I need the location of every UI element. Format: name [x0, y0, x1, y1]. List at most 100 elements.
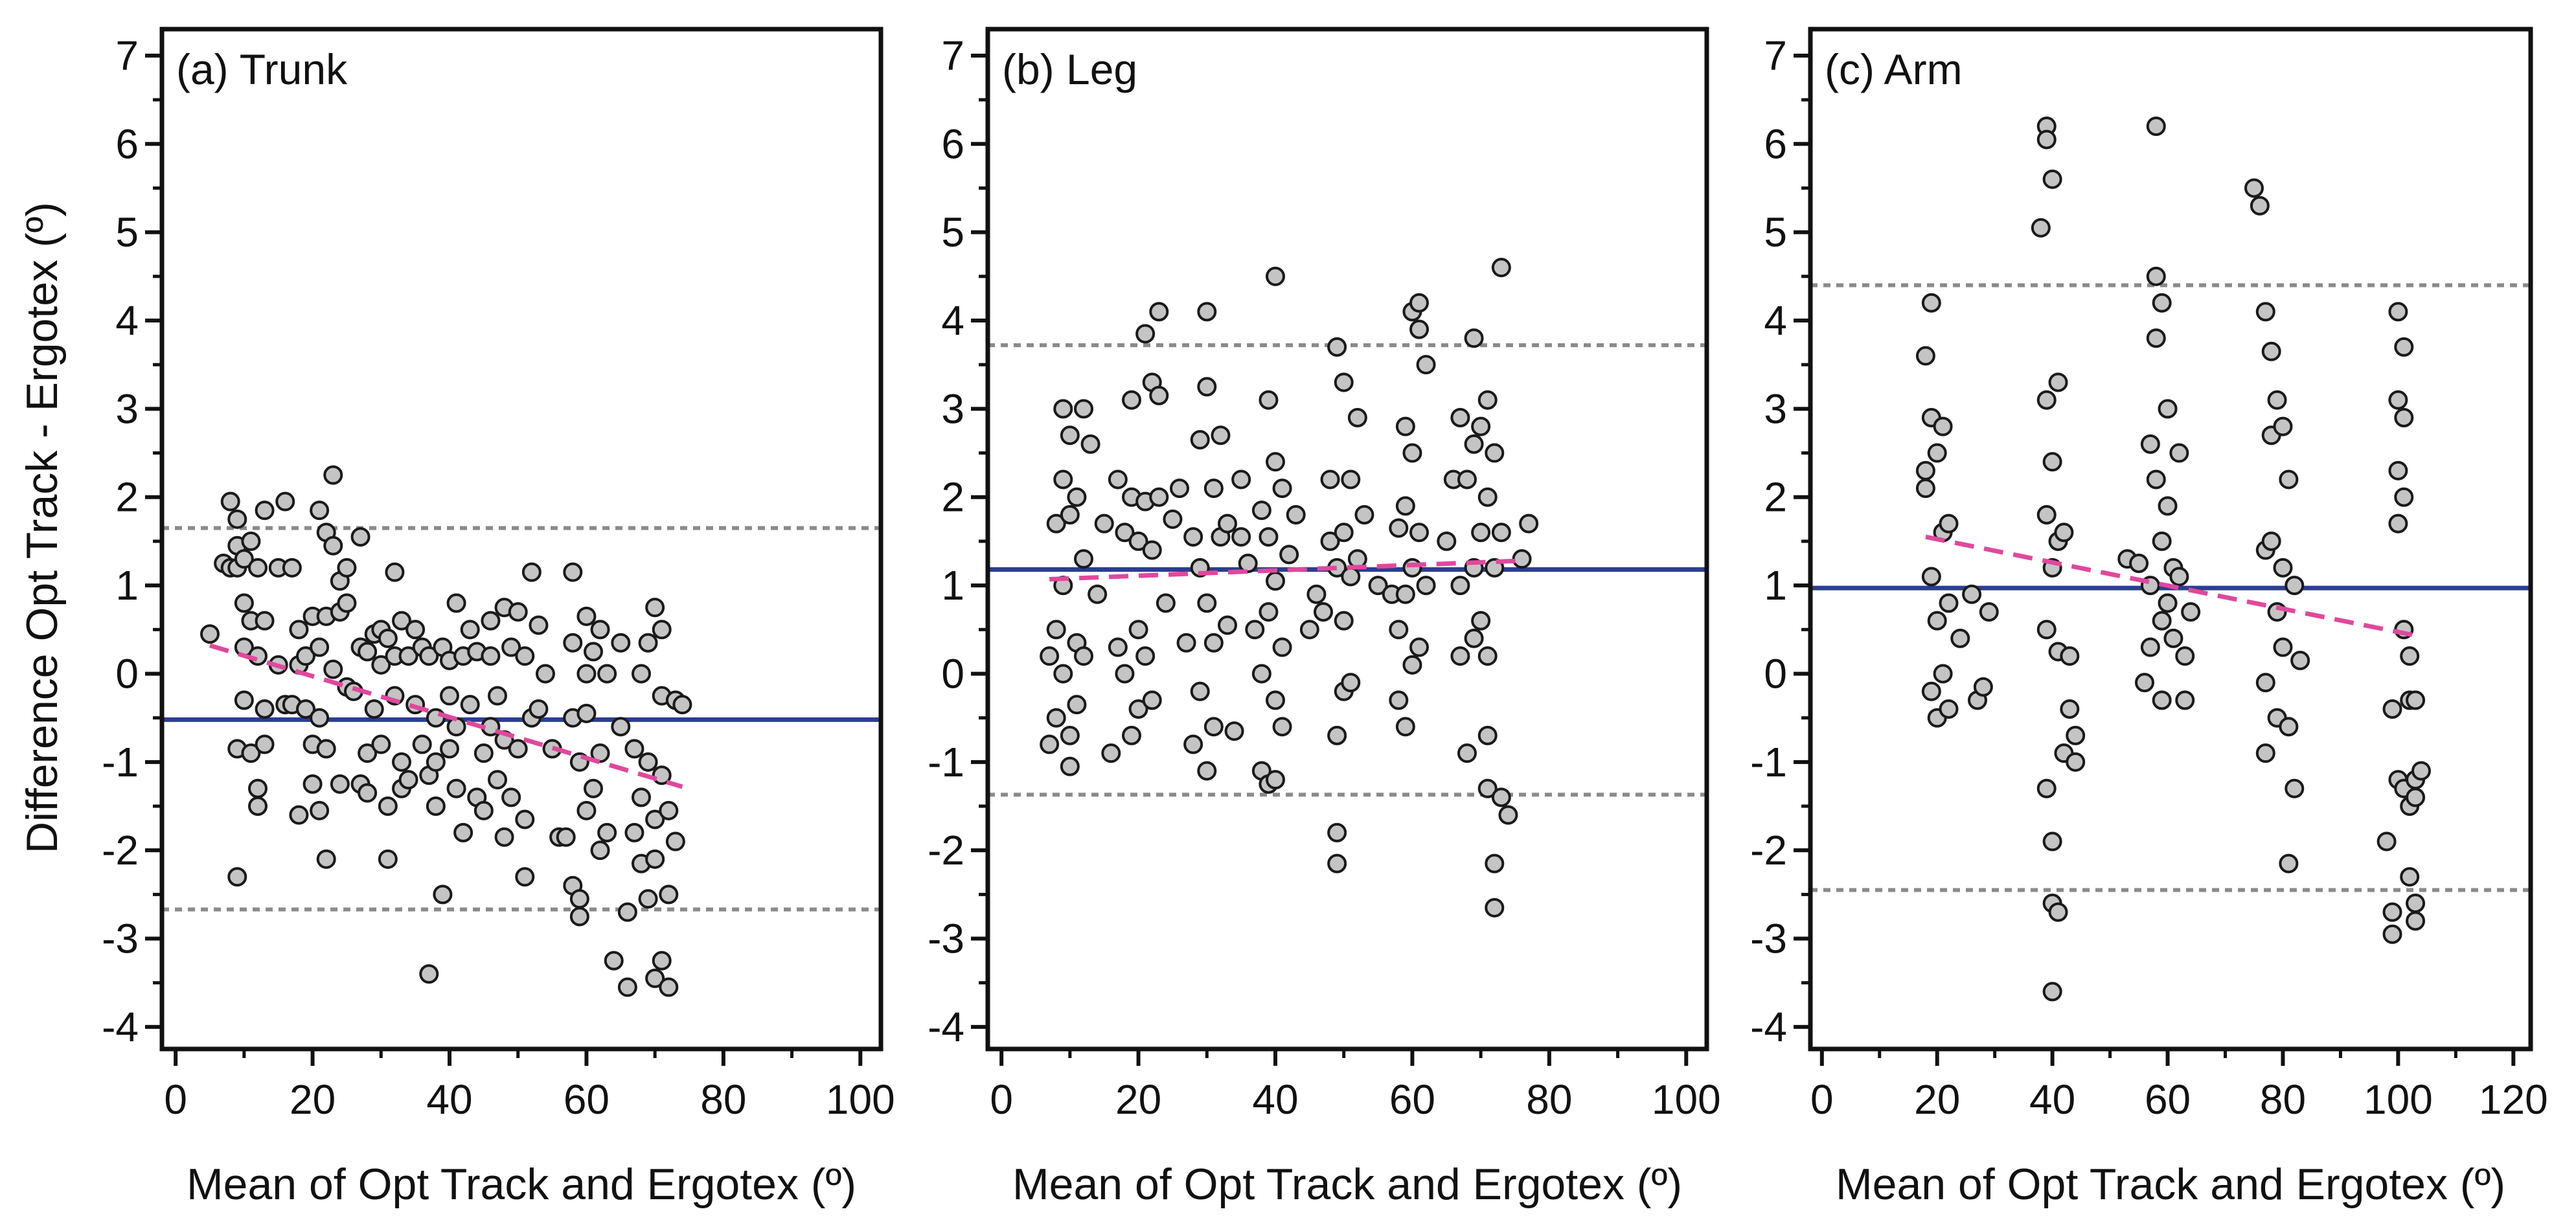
data-point — [1074, 549, 1093, 569]
data-point — [536, 664, 555, 684]
data-point — [310, 501, 330, 521]
y-tick-label: -2 — [1750, 827, 1787, 874]
data-point — [323, 659, 343, 679]
data-point — [337, 593, 357, 613]
data-point — [2261, 341, 2281, 361]
x-tick-label: 40 — [2029, 1076, 2075, 1123]
data-point — [2250, 196, 2270, 216]
y-tick-label: 1 — [941, 562, 964, 609]
data-point — [645, 598, 665, 618]
data-point — [1939, 593, 1959, 613]
data-point — [200, 624, 220, 644]
data-point — [1053, 664, 1073, 684]
x-tick-label: 40 — [1252, 1076, 1298, 1123]
data-point — [2060, 699, 2080, 719]
data-point — [2400, 867, 2420, 887]
data-point — [1135, 324, 1156, 344]
trend-line-leg — [1049, 558, 1522, 582]
data-point — [1450, 646, 1470, 666]
data-point — [2134, 673, 2154, 693]
data-point — [1224, 721, 1244, 741]
data-point — [1457, 743, 1477, 763]
data-point — [2152, 690, 2172, 710]
data-point — [2158, 496, 2178, 516]
data-point — [1259, 527, 1279, 547]
data-point — [1962, 584, 1982, 604]
x-tick-label: 60 — [564, 1076, 610, 1123]
data-point — [1040, 646, 1060, 666]
data-point — [488, 770, 507, 790]
data-point — [1203, 717, 1224, 737]
data-point — [1272, 637, 1292, 657]
data-point — [460, 620, 480, 640]
data-point — [1464, 328, 1484, 348]
data-point — [1933, 664, 1953, 684]
data-point — [1245, 620, 1265, 640]
data-point — [2285, 778, 2305, 798]
data-point — [1327, 853, 1347, 874]
panel-title-leg: (b) Leg — [1002, 45, 1137, 93]
data-point — [2273, 416, 2293, 436]
x-tick-label: 100 — [1652, 1076, 1721, 1123]
data-point — [2169, 443, 2189, 463]
data-point — [1176, 633, 1196, 653]
data-point — [282, 558, 302, 578]
data-point — [1266, 571, 1285, 591]
data-point — [638, 633, 658, 653]
data-point — [2382, 902, 2402, 922]
data-point — [1477, 390, 1498, 410]
data-point — [1203, 479, 1224, 499]
data-point — [1395, 717, 1415, 737]
data-point — [371, 655, 391, 675]
data-point — [576, 606, 597, 626]
data-point — [426, 708, 446, 728]
data-point — [227, 867, 247, 887]
data-point — [1519, 513, 1539, 534]
data-point — [398, 646, 418, 666]
data-point — [1320, 531, 1340, 551]
data-point — [611, 717, 631, 737]
y-tick-label: -3 — [928, 916, 964, 962]
x-axis-title-leg: Mean of Opt Track and Ergotex (º) — [1012, 1160, 1682, 1209]
data-point — [1115, 664, 1135, 684]
data-point — [1927, 611, 1947, 631]
y-tick-label: 1 — [1764, 562, 1787, 609]
data-point — [481, 646, 501, 666]
data-point — [1334, 523, 1354, 543]
data-point — [323, 465, 343, 485]
data-point — [419, 646, 439, 666]
data-point — [1128, 699, 1148, 719]
y-tick-label: 3 — [115, 385, 139, 432]
plot-frame-trunk — [159, 27, 883, 1052]
y-tick-label: 0 — [115, 650, 139, 697]
data-point — [2066, 752, 2086, 772]
data-point — [1203, 633, 1224, 653]
data-point — [1279, 545, 1299, 565]
data-point — [1498, 805, 1518, 825]
data-point — [569, 889, 589, 909]
data-point — [1238, 554, 1258, 573]
plot-area-trunk — [162, 29, 881, 1049]
data-point — [337, 558, 357, 578]
data-point — [2273, 637, 2293, 657]
data-point — [289, 620, 309, 640]
data-point — [2261, 531, 2281, 551]
data-point — [1190, 681, 1210, 701]
data-point — [659, 977, 679, 997]
data-point — [652, 951, 672, 971]
data-point — [296, 699, 315, 719]
y-tick-label: -4 — [1750, 1004, 1787, 1050]
data-point — [645, 809, 665, 829]
data-point — [576, 703, 597, 723]
data-point — [1074, 646, 1093, 666]
data-point — [398, 770, 418, 790]
data-point — [1921, 293, 1941, 313]
y-tick-label: -2 — [102, 827, 139, 874]
panel-leg: -4 -3 -2 -1 0 1 2 3 4 5 6 7 0 20 40 60 80 100 Mean of Opt … — [928, 27, 1721, 1209]
data-point — [316, 849, 336, 869]
data-point — [255, 611, 275, 631]
data-point — [1197, 593, 1217, 613]
data-point — [1939, 699, 1959, 719]
data-point — [1067, 487, 1087, 507]
data-point — [1402, 443, 1422, 463]
